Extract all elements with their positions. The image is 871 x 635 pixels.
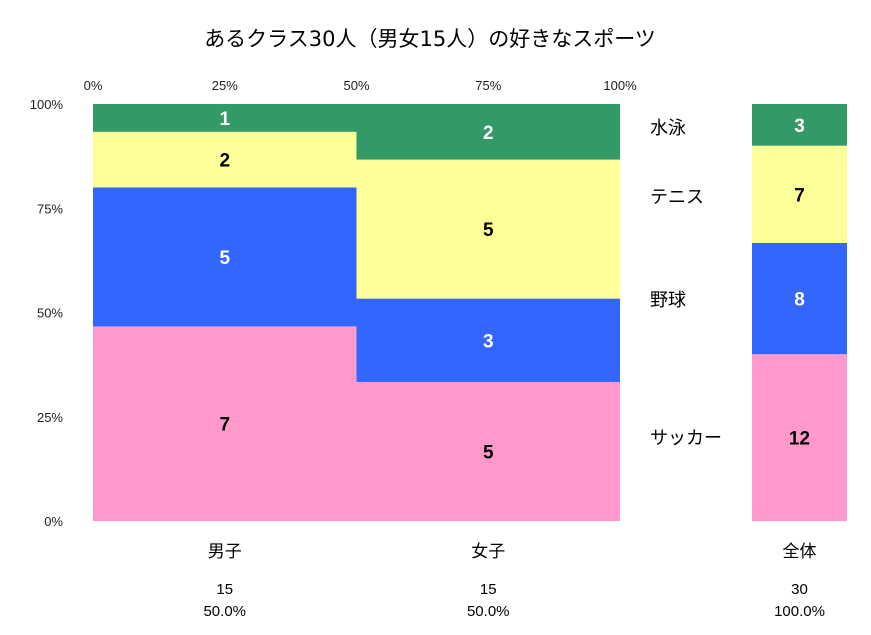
mosaic-segment (356, 382, 620, 521)
group-total: 15 (480, 581, 497, 598)
x-tick-label: 75% (475, 78, 501, 93)
mosaic-segment (93, 326, 357, 521)
overall-total: 30 (791, 581, 808, 598)
y-tick-label: 25% (37, 410, 63, 425)
segment-value-label: 7 (219, 415, 230, 436)
group-percent: 50.0% (203, 603, 246, 620)
y-tick-label: 100% (30, 97, 64, 112)
overall-segment (752, 354, 847, 521)
segment-value-label: 5 (483, 443, 494, 464)
legend-label: 野球 (650, 290, 686, 311)
overall-name: 全体 (783, 542, 817, 562)
overall-value-label: 8 (794, 290, 805, 311)
y-axis-ticks: 0% 25% 50% 75% 100% (30, 97, 64, 529)
mosaic-segment (356, 104, 620, 160)
group-name: 男子 (208, 542, 242, 562)
mosaic-segment (93, 104, 357, 132)
segment-value-label: 3 (483, 331, 494, 352)
group-percent: 50.0% (467, 603, 510, 620)
mosaic-segment (356, 159, 620, 299)
legend-label: 水泳 (650, 118, 686, 139)
group-name: 女子 (471, 542, 505, 562)
mosaic-segments: 7 5 2 1 5 3 5 2 (93, 104, 620, 521)
overall-percent: 100.0% (774, 603, 825, 620)
segment-value-label: 1 (219, 109, 230, 130)
y-tick-label: 50% (37, 306, 63, 321)
mosaic-segment (93, 187, 357, 327)
x-axis-ticks: 0% 25% 50% 75% 100% (84, 78, 637, 93)
group-total: 15 (216, 581, 233, 598)
x-tick-label: 100% (603, 78, 637, 93)
segment-value-label: 5 (483, 220, 494, 241)
mosaic-segment (93, 131, 357, 188)
segment-value-label: 2 (219, 151, 230, 172)
segment-value-label: 2 (483, 123, 494, 144)
x-tick-label: 25% (212, 78, 238, 93)
legend-label: テニス (650, 187, 704, 208)
legend-label: サッカー (650, 428, 722, 449)
overall-value-label: 3 (794, 116, 805, 137)
overall-value-label: 12 (789, 429, 810, 450)
x-tick-label: 50% (343, 78, 369, 93)
overall-segment (752, 243, 847, 355)
overall-column: 12 8 7 3 (752, 104, 847, 521)
overall-segment (752, 145, 847, 243)
overall-segment (752, 104, 847, 146)
overall-value-label: 7 (794, 185, 805, 206)
segment-value-label: 5 (219, 248, 230, 269)
y-tick-label: 0% (44, 514, 63, 529)
group-footer: 男子 15 50.0% 女子 15 50.0% 全体 30 100.0% (203, 542, 824, 620)
x-tick-label: 0% (84, 78, 103, 93)
legend: サッカー 野球 テニス 水泳 (650, 118, 722, 449)
y-tick-label: 75% (37, 201, 63, 216)
chart-title: あるクラス30人（男女15人）の好きなスポーツ (204, 27, 656, 51)
mosaic-segment (356, 298, 620, 382)
